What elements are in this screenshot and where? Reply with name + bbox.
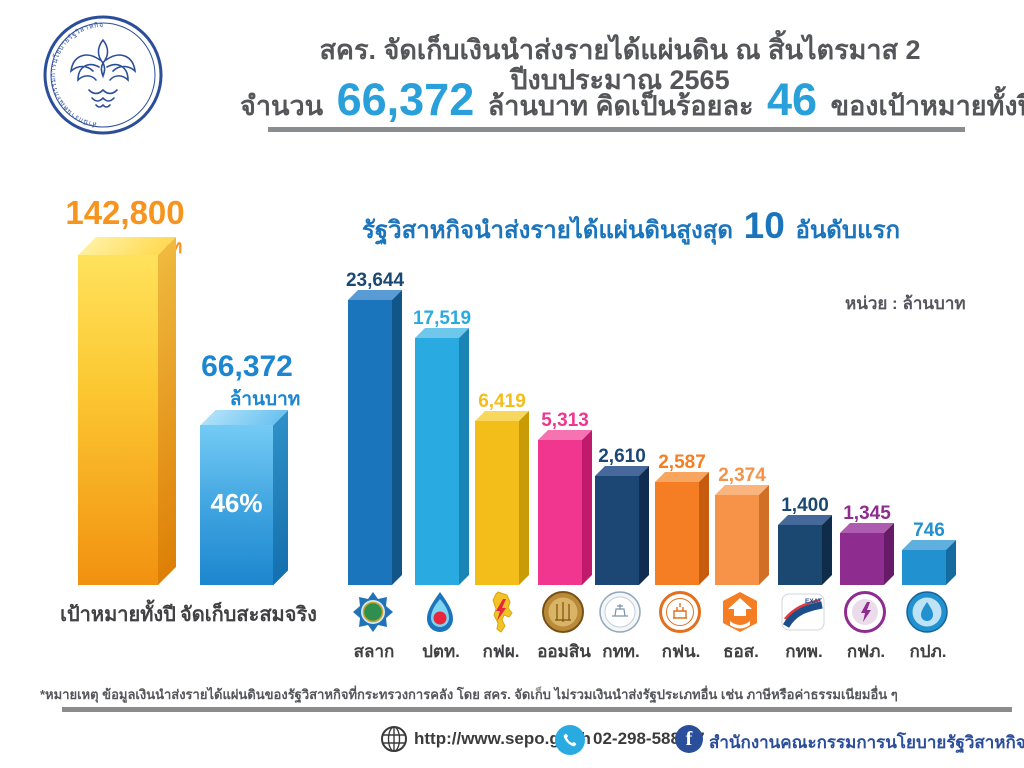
- page-title: สคร. จัดเก็บเงินนำส่งรายได้แผ่นดิน ณ สิ้…: [319, 35, 921, 95]
- bar-label: ออมสิน: [537, 642, 591, 661]
- bar-column-ptt: 17,519 ปตท.: [413, 308, 471, 661]
- bar-value: 5,313: [541, 410, 589, 431]
- website-url: http://www.sepo.go.th: [414, 729, 591, 748]
- phone-icon: [555, 725, 585, 755]
- exat-logo-text: EXAT: [805, 598, 822, 605]
- subtitle-amount: 66,372: [336, 74, 475, 125]
- bar-value: 1,400: [781, 495, 829, 516]
- gsb-logo-icon: [541, 590, 585, 634]
- bar-value: 2,374: [718, 465, 766, 486]
- actual-value: 66,372: [201, 350, 293, 383]
- bar: [595, 476, 639, 585]
- ptt-logo-icon: [418, 590, 462, 634]
- actual-percent: 46%: [210, 488, 263, 518]
- bar-column-egat: 6,419 กฟผ.: [475, 391, 526, 661]
- actual-label: จัดเก็บสะสมจริง: [180, 604, 317, 626]
- bar: [655, 482, 699, 585]
- chart-title-number: 10: [743, 205, 785, 246]
- ghb-logo-icon: [718, 590, 762, 634]
- sepo-logo-seal: สำนักงานคณะกรรมการนโยบายรัฐวิสาหกิจ: [43, 15, 163, 135]
- bar-label: ปตท.: [422, 642, 460, 661]
- actual-bar: [200, 425, 273, 585]
- bar-label: สลาก: [353, 642, 395, 661]
- bar-value: 2,610: [598, 446, 646, 467]
- facebook-icon: f: [675, 725, 703, 753]
- bar-column-pea: 1,345 กฟภ.: [840, 503, 891, 661]
- footnote: *หมายเหตุ ข้อมูลเงินนำส่งรายได้แผ่นดินขอ…: [40, 687, 898, 702]
- bar-column-exat: 1,400 EXAT กทพ.: [778, 495, 829, 661]
- unit-note: หน่วย : ล้านบาท: [845, 294, 966, 313]
- bar: [840, 533, 884, 585]
- pea-logo-icon: [843, 590, 887, 634]
- mea-logo-icon: [658, 590, 702, 634]
- actual-unit: ล้านบาท: [229, 389, 301, 410]
- bar: [902, 550, 946, 585]
- bar: [538, 440, 582, 585]
- phoenix-bird-icon: [69, 39, 137, 108]
- bar-column-ghb: 2,374 ธอส.: [715, 465, 766, 661]
- globe-icon: [380, 725, 408, 753]
- bar: [715, 495, 759, 585]
- target-label: เป้าหมายทั้งปี: [60, 604, 176, 626]
- bar-column-lottery: 23,644 สลาก: [346, 270, 404, 661]
- bar-column-mea: 2,587 กฟน.: [655, 452, 706, 661]
- chart-title-prefix: รัฐวิสาหกิจนำส่งรายได้แผ่นดินสูงสุด: [361, 217, 733, 244]
- target-value: 142,800: [65, 194, 185, 231]
- bar-label: ธอส.: [723, 642, 759, 661]
- bar: [475, 421, 519, 585]
- chart-title-suffix: อันดับแรก: [795, 217, 901, 244]
- bar-column-gsb: 5,313 ออมสิน: [537, 410, 591, 661]
- pwa-logo-icon: [905, 590, 949, 634]
- target-bar: [78, 255, 158, 585]
- bar-label: กฟภ.: [846, 642, 886, 661]
- chart-title: รัฐวิสาหกิจนำส่งรายได้แผ่นดินสูงสุด 10 อ…: [331, 206, 931, 251]
- bar-value: 6,419: [478, 391, 526, 412]
- subtitle-suffix: ของเป้าหมายทั้งปี: [830, 91, 1024, 121]
- bar-value: 23,644: [345, 270, 405, 291]
- footer-divider: [62, 707, 1012, 712]
- page-subtitle: จำนวน 66,372 ล้านบาท คิดเป็นร้อยละ 46 ขอ…: [240, 74, 1024, 132]
- subtitle-middle: ล้านบาท คิดเป็นร้อยละ: [487, 91, 754, 121]
- facebook-page-name: สำนักงานคณะกรรมการนโยบายรัฐวิสาหกิจ: [709, 733, 1024, 752]
- facebook-f-glyph: f: [685, 728, 693, 750]
- subtitle-percent: 46: [767, 74, 818, 125]
- lottery-office-logo-icon: [351, 590, 395, 634]
- port-authority-logo-icon: [598, 590, 642, 634]
- bar-value: 17,519: [412, 308, 472, 329]
- bar: [415, 338, 459, 585]
- sepo-logo: สำนักงานคณะกรรมการนโยบายรัฐวิสาหกิจ: [42, 14, 164, 136]
- bar-value: 2,587: [658, 452, 706, 473]
- bar: [348, 300, 392, 585]
- bar-label: กฟน.: [661, 642, 701, 661]
- bar-value: 1,345: [843, 503, 891, 524]
- exat-logo-icon: EXAT: [781, 590, 825, 634]
- bar-column-pat: 2,610 กทท.: [595, 446, 646, 661]
- egat-logo-icon: [478, 590, 522, 634]
- header-divider: [268, 127, 965, 132]
- bar-label: กปภ.: [909, 642, 947, 661]
- subtitle-prefix: จำนวน: [240, 91, 324, 121]
- bar-label: กฟผ.: [482, 642, 520, 661]
- bar: [778, 525, 822, 585]
- bar-value: 746: [913, 520, 945, 541]
- bar-label: กทท.: [602, 642, 640, 661]
- bar-column-pwa: 746 กปภ.: [902, 520, 948, 661]
- bar-label: กทพ.: [785, 642, 823, 661]
